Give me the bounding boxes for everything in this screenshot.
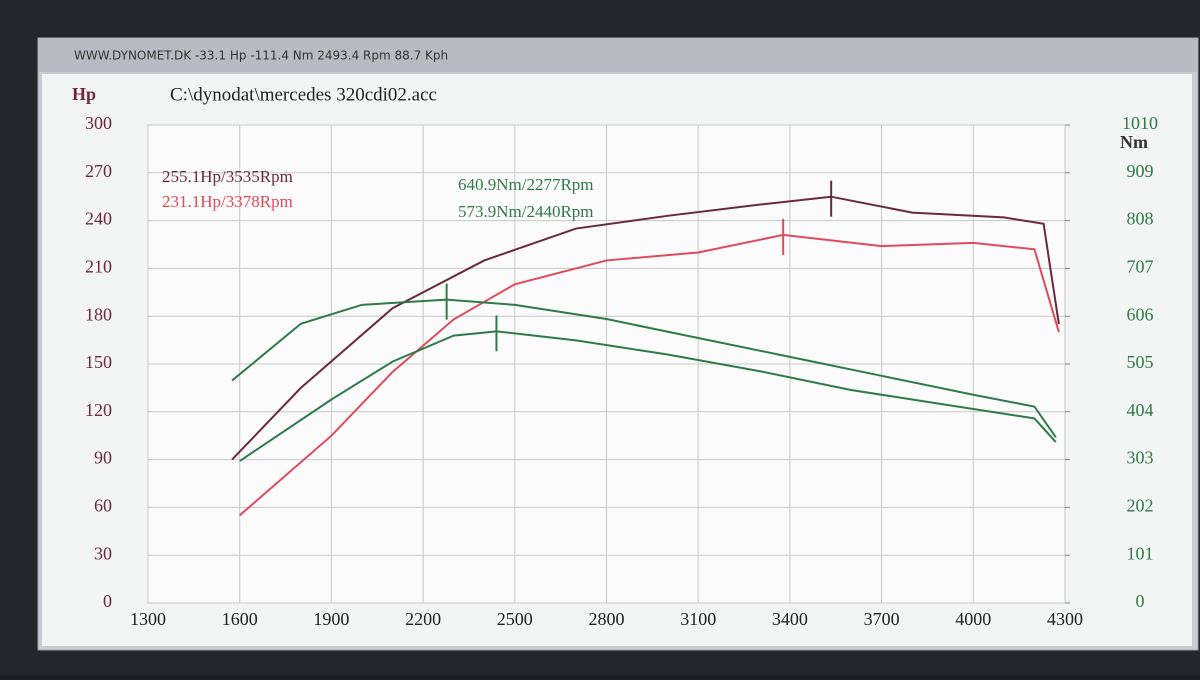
peak-annotation: 255.1Hp/3535Rpm — [162, 167, 293, 186]
x-tick-label: 3400 — [772, 609, 808, 629]
peak-annotation: 573.9Nm/2440Rpm — [458, 202, 594, 221]
x-tick-label: 2800 — [589, 609, 625, 629]
y2-tick-label: 808 — [1127, 209, 1154, 229]
x-tick-label: 3700 — [864, 609, 900, 629]
x-tick-label: 4300 — [1047, 609, 1083, 629]
y2-tick-label: 404 — [1127, 400, 1154, 420]
x-tick-label: 4000 — [955, 609, 991, 629]
y-tick-label: 60 — [94, 496, 112, 516]
plot: 1300 1600 1900 2200 2500 2800 3100 3400 3700 4000… — [85, 113, 1158, 629]
x-tick-label: 2200 — [405, 609, 441, 629]
y2-tick-label: 1010 — [1122, 113, 1158, 133]
y-tick-label: 90 — [94, 448, 112, 468]
y2-tick-label: 505 — [1127, 352, 1154, 372]
y-axis-title: Hp — [72, 84, 96, 104]
y2-tick-label: 101 — [1127, 543, 1154, 563]
peak-annotation: 231.1Hp/3378Rpm — [162, 192, 293, 211]
file-path: C:\dynodat\mercedes 320cdi02.acc — [170, 84, 437, 105]
series-line — [239, 233, 1060, 517]
x-tick-label: 2500 — [497, 609, 533, 629]
y2-axis-title: Nm — [1120, 132, 1148, 152]
y-tick-label: 120 — [85, 400, 112, 420]
y2-tick-label: 202 — [1127, 496, 1154, 516]
y-tick-label: 270 — [85, 161, 112, 181]
y-tick-label: 300 — [85, 113, 112, 133]
y-tick-label: 0 — [103, 591, 112, 611]
y2-tick-label: 303 — [1127, 448, 1154, 468]
x-tick-label: 1300 — [130, 609, 166, 629]
x-tick-label: 3100 — [680, 609, 716, 629]
y-tick-label: 150 — [85, 352, 112, 372]
x-tick-label: 1900 — [313, 609, 349, 629]
y2-tick-label: 909 — [1127, 161, 1154, 181]
y-tick-label: 30 — [94, 543, 112, 563]
window-title: WWW.DYNOMET.DK -33.1 Hp -111.4 Nm 2493.4… — [74, 49, 448, 63]
y-tick-label: 210 — [85, 257, 112, 277]
series-line — [239, 330, 1057, 462]
series-line — [231, 298, 1057, 438]
y2-tick-label: 0 — [1136, 591, 1145, 611]
y2-tick-label: 606 — [1127, 304, 1154, 324]
y-tick-label: 180 — [85, 304, 112, 324]
x-tick-label: 1600 — [222, 609, 258, 629]
title-bar — [38, 38, 1198, 72]
y2-tick-label: 707 — [1127, 257, 1154, 277]
y-tick-label: 240 — [85, 209, 112, 229]
peak-annotation: 640.9Nm/2277Rpm — [458, 175, 594, 194]
series-line — [231, 195, 1060, 461]
